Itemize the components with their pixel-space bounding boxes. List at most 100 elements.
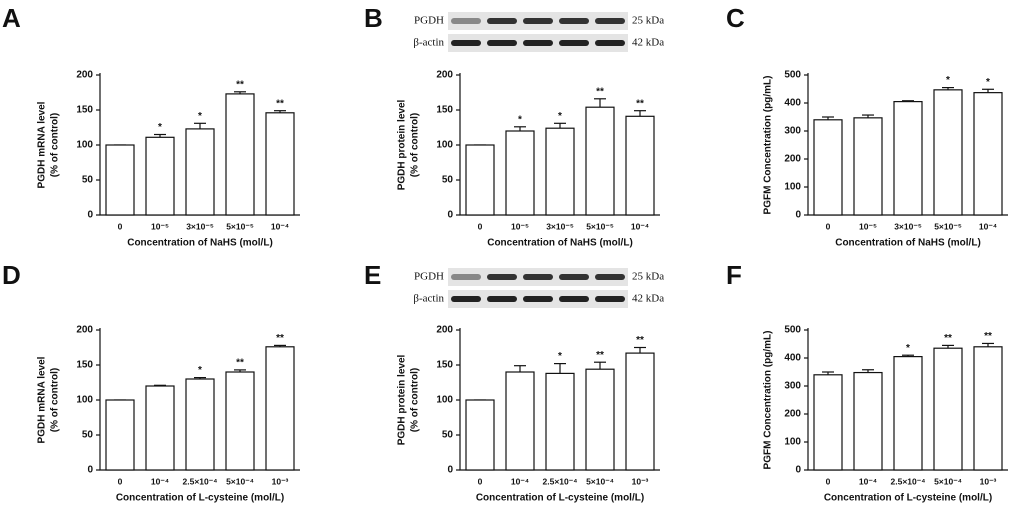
x-tick-label: 10⁻⁴ [271,221,289,231]
blot-label: β-actin [413,293,444,305]
bar [585,106,615,216]
y-tick-label: 150 [76,360,93,371]
x-tick-label: 10⁻³ [980,476,997,486]
blot-band [559,40,589,46]
blot-band [595,296,625,302]
x-tick-label: 0 [478,476,483,486]
blot-size: 25 kDa [632,15,664,27]
x-tick-label: 10⁻⁴ [979,221,997,231]
y-axis-label: PGFM Concentration (pg/mL) [763,76,774,215]
y-tick-label: 0 [87,210,93,221]
x-tick-label: 5×10⁻⁴ [226,476,254,486]
blot-band [523,40,553,46]
x-tick-label: 2.5×10⁻⁴ [183,476,218,486]
bar [853,371,883,471]
y-tick-label: 400 [784,98,801,109]
x-tick-label: 10⁻⁵ [859,221,877,231]
y-tick-label: 200 [76,325,93,336]
x-tick-label: 3×10⁻⁵ [546,221,574,231]
blot-label: PGDH [414,271,444,283]
y-axis-label: PGDH protein level [397,354,408,445]
x-tick-label: 10⁻³ [272,476,289,486]
bar [185,128,215,216]
panel-label: E [364,260,381,290]
x-tick-label: 10⁻⁵ [511,221,529,231]
bar [225,93,255,216]
y-tick-label: 100 [784,182,801,193]
bar [225,371,255,471]
y-tick-label: 0 [447,210,453,221]
y-tick-label: 100 [436,395,453,406]
bar [625,352,655,471]
x-tick-label: 0 [826,221,831,231]
x-tick-label: 5×10⁻⁴ [934,476,962,486]
bar [265,346,295,471]
bar [505,371,535,471]
significance: * [518,114,522,125]
bar [973,346,1003,471]
blot-band [523,274,553,280]
x-tick-label: 3×10⁻⁵ [186,221,214,231]
bar [145,136,175,216]
bar [145,385,175,471]
x-tick-label: 10⁻⁴ [859,476,877,486]
significance: ** [984,331,992,342]
blot-size: 42 kDa [632,293,664,305]
y-tick-label: 400 [784,353,801,364]
blot-label: β-actin [413,37,444,49]
bar [545,372,575,471]
x-tick-label: 0 [118,476,123,486]
bar [893,356,923,471]
y-tick-label: 100 [76,395,93,406]
y-tick-label: 100 [784,437,801,448]
y-tick-label: 200 [784,154,801,165]
y-tick-label: 300 [784,126,801,137]
y-tick-label: 150 [76,105,93,116]
x-axis-label: Concentration of L-cysteine (mol/L) [116,493,284,504]
significance: ** [236,79,244,90]
bar [625,115,655,216]
blot-band [523,296,553,302]
x-axis-label: Concentration of L-cysteine (mol/L) [476,493,644,504]
blot-band [487,40,517,46]
blot-band [559,18,589,24]
x-axis-label: Concentration of NaHS (mol/L) [487,238,633,249]
x-tick-label: 0 [826,476,831,486]
blot-band [595,18,625,24]
blot-size: 42 kDa [632,37,664,49]
significance: * [198,111,202,122]
x-axis-label: Concentration of L-cysteine (mol/L) [824,493,992,504]
y-axis-label: PGDH protein level [397,99,408,190]
blot-label: PGDH [414,15,444,27]
bar [105,144,135,216]
blot-band [559,296,589,302]
significance: * [946,75,950,86]
y-axis-label: PGDH mRNA level [37,101,48,188]
x-tick-label: 2.5×10⁻⁴ [543,476,578,486]
blot-band [487,18,517,24]
significance: ** [236,358,244,369]
bar [933,347,963,471]
y-tick-label: 0 [87,465,93,476]
y-tick-label: 50 [442,175,454,186]
x-axis-label: Concentration of NaHS (mol/L) [127,238,273,249]
x-tick-label: 2.5×10⁻⁴ [891,476,926,486]
significance: ** [596,350,604,361]
x-tick-label: 5×10⁻⁵ [934,221,962,231]
y-axis-label: (% of control) [410,368,421,432]
y-tick-label: 200 [76,70,93,81]
panel-label: C [726,3,745,33]
blot-band [451,18,481,24]
blot-band [487,296,517,302]
bar [813,374,843,471]
x-tick-label: 10⁻³ [632,476,649,486]
bar [265,112,295,216]
significance: * [558,351,562,362]
bar [465,399,495,471]
blot-size: 25 kDa [632,271,664,283]
significance: ** [596,86,604,97]
y-tick-label: 0 [795,465,801,476]
significance: * [558,111,562,122]
y-tick-label: 0 [447,465,453,476]
